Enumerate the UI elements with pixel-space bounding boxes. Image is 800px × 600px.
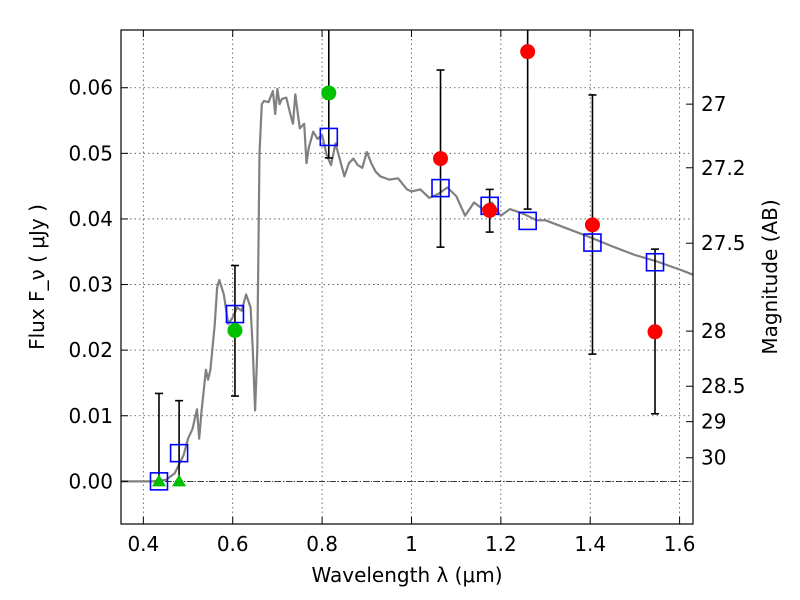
x-axis-label: Wavelength λ (μm)	[311, 563, 502, 587]
upper-limit-triangle	[151, 474, 166, 487]
sed-model	[121, 87, 694, 483]
x-tick-label: 1.6	[664, 532, 696, 556]
x-tick-label: 0.8	[306, 532, 338, 556]
upper-limit-triangle	[172, 474, 187, 487]
red-detection-point	[482, 202, 498, 218]
plot-frame	[120, 29, 694, 525]
y2-tick-label: 27.5	[701, 231, 746, 255]
y2-tick-label: 27	[701, 92, 726, 116]
model-photometry-square	[431, 178, 450, 198]
y-tick-label: 0.03	[68, 273, 113, 297]
x-tick-label: 1	[405, 532, 418, 556]
y-tick-label: 0.00	[68, 469, 113, 493]
red-detection-point	[520, 44, 536, 60]
model-photometry-square	[583, 233, 602, 252]
data-markers	[149, 44, 665, 491]
y2-axis-label: Magnitude (AB)	[758, 199, 782, 354]
green-detection-point	[321, 85, 337, 101]
model-photometry-square	[149, 472, 169, 491]
y-tick-label: 0.04	[68, 207, 113, 231]
model-photometry-square	[225, 304, 245, 324]
x-tick-label: 1.2	[485, 532, 517, 556]
y2-tick-label: 28.5	[701, 374, 746, 398]
y-tick-label: 0.01	[68, 404, 113, 428]
y2-tick-label: 29	[701, 410, 726, 434]
x-tick-label: 1.4	[574, 532, 606, 556]
red-detection-point	[647, 324, 663, 340]
model-photometry-square	[518, 211, 537, 231]
red-detection-point	[584, 217, 600, 233]
sed-model-curve	[121, 87, 694, 483]
x-tick-label: 0.4	[127, 532, 159, 556]
model-photometry-square	[319, 127, 339, 147]
y-axis-label: Flux F_ν ( μJy )	[25, 204, 49, 350]
model-photometry-square	[169, 443, 189, 463]
y2-tick-label: 27.2	[701, 156, 746, 180]
green-detection-point	[227, 322, 243, 338]
y-tick-label: 0.06	[68, 76, 113, 100]
y2-tick-label: 28	[701, 319, 726, 343]
grid-lines	[121, 30, 693, 524]
y2-tick-label: 30	[701, 446, 726, 470]
y-tick-label: 0.02	[68, 338, 113, 362]
y-tick-label: 0.05	[68, 141, 113, 165]
red-detection-point	[433, 151, 449, 167]
x-tick-label: 0.6	[217, 532, 249, 556]
axis-ticks: 0.4 0.6 0.8 1 1.2 1.4 1.6 0.00 0.01 0.02 0.03 0.04 0…	[68, 30, 746, 556]
model-photometry-square	[645, 252, 665, 272]
